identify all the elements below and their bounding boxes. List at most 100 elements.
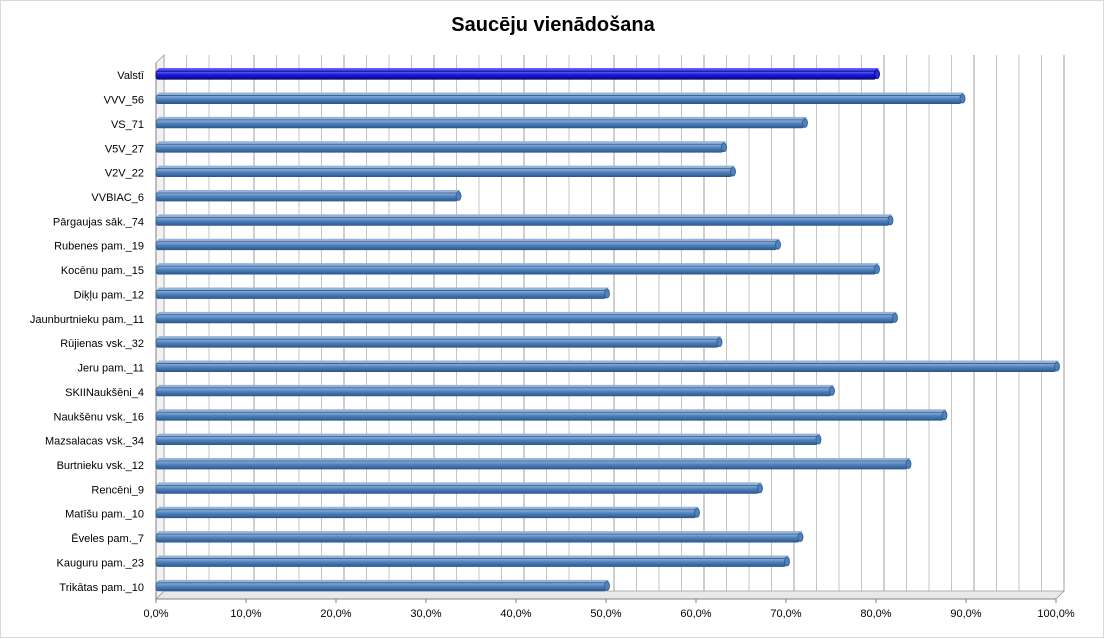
bar <box>155 433 822 446</box>
bar-top <box>156 336 722 340</box>
x-tick-label: 10,0% <box>230 608 261 620</box>
category-label: Rūjienas vsk._32 <box>60 338 144 350</box>
bar-end-cap <box>829 386 835 396</box>
bar-top <box>156 238 780 242</box>
bar-top <box>156 68 879 72</box>
category-label: V5V_27 <box>105 143 144 155</box>
bar-top <box>156 165 735 169</box>
bar-end-cap <box>892 312 898 323</box>
bar <box>155 141 727 153</box>
bar-top <box>156 263 879 267</box>
bar-end-cap <box>694 507 700 518</box>
bar <box>155 165 736 178</box>
category-label: Matīšu pam._10 <box>65 509 144 521</box>
bar <box>155 555 790 567</box>
x-tick-label: 20,0% <box>320 608 351 620</box>
category-label: Mazsalacas vsk._34 <box>45 436 144 448</box>
bar-top <box>156 482 762 486</box>
bar-top <box>156 287 609 291</box>
bar-top <box>156 214 893 218</box>
category-label: V2V_22 <box>105 168 144 180</box>
category-labels: Valstī VVV_56 VS_71 V5V_27 V2V_22 VVBIAC_6 Pār… <box>30 70 145 594</box>
category-label: Diķļu pam._12 <box>74 289 144 301</box>
bar <box>155 92 966 104</box>
bar-front <box>155 143 724 153</box>
bar-top <box>156 409 947 413</box>
category-label: Trikātas pam._10 <box>59 582 144 594</box>
bar-valsti <box>155 68 880 80</box>
bar <box>155 531 804 543</box>
category-label: Naukšēnu vsk._16 <box>54 411 145 423</box>
bar-end-cap <box>455 191 462 201</box>
category-label: Jaunburtnieku pam._11 <box>30 314 144 326</box>
x-tick-label: 0,0% <box>143 608 168 620</box>
bar <box>155 458 912 470</box>
bar-front <box>155 119 805 129</box>
bar-top <box>156 433 821 437</box>
bar-end-cap <box>802 118 808 128</box>
x-tick-label: 30,0% <box>410 608 441 620</box>
bar-top <box>156 579 609 583</box>
category-label: Valstī <box>117 70 145 82</box>
category-label: VVV_56 <box>104 95 144 107</box>
bar-front <box>155 241 778 251</box>
x-tick-label: 60,0% <box>680 608 711 620</box>
bar-end-cap <box>730 166 736 177</box>
bar-top <box>156 458 911 461</box>
bar-front <box>155 216 890 226</box>
bar-end-cap <box>721 142 727 153</box>
category-label: SKIINaukšēni_4 <box>65 387 144 399</box>
bar-front <box>155 484 760 494</box>
category-label: Kocēnu pam._15 <box>61 265 144 277</box>
bar-end-cap <box>941 410 948 421</box>
bar-front <box>155 558 787 567</box>
bar-end-cap <box>1054 361 1060 372</box>
bar-front <box>155 70 877 80</box>
bar-top <box>156 311 897 315</box>
bar-front <box>155 460 908 470</box>
bar-end-cap <box>716 337 723 348</box>
bar-end-cap <box>905 459 912 469</box>
bar-front <box>155 338 719 348</box>
bar-top <box>156 360 1059 364</box>
bar-front <box>155 533 800 543</box>
bar <box>155 238 781 251</box>
category-label: Rencēni_9 <box>91 484 144 496</box>
x-tick-labels: 0,0% 10,0% 20,0% 30,0% 40,0% 50,0% 60,0% 70,0% 8… <box>143 599 1075 620</box>
x-tick-label: 70,0% <box>770 608 801 620</box>
category-label: Pārgaujas sāk._74 <box>53 216 144 228</box>
category-label: Ēveles pam._7 <box>71 533 144 545</box>
bar-front <box>155 436 818 446</box>
bar-front <box>155 168 733 178</box>
category-label: Kauguru pam._23 <box>57 557 144 569</box>
bar-end-cap <box>797 532 804 542</box>
bar-top <box>156 555 789 559</box>
x-tick-label: 100,0% <box>1037 608 1075 620</box>
bar-front <box>155 509 697 519</box>
bar-top <box>156 190 461 193</box>
bar-front <box>155 363 1057 372</box>
category-label: VS_71 <box>111 119 144 131</box>
bar-end-cap <box>815 434 822 445</box>
chart-title: Saucēju vienādošana <box>451 14 655 36</box>
bar-top <box>156 92 965 96</box>
bar-front <box>155 265 877 275</box>
bar-end-cap <box>604 580 610 591</box>
bar-end-cap <box>784 556 790 567</box>
bar <box>155 287 610 299</box>
bar-top <box>156 506 699 510</box>
bar-front <box>155 95 962 104</box>
bar-front <box>155 411 944 421</box>
bar-front <box>155 290 607 299</box>
chart-floor <box>155 590 1065 600</box>
category-label: Jeru pam._11 <box>78 363 144 375</box>
category-label: Burtnieku vsk._12 <box>57 460 144 472</box>
bar-top <box>156 116 807 120</box>
bar <box>155 360 1060 372</box>
bar <box>155 506 700 519</box>
bar-top <box>156 141 726 145</box>
x-tick-label: 40,0% <box>500 608 531 620</box>
bar-end-cap <box>604 288 610 299</box>
bar-top <box>156 531 803 535</box>
